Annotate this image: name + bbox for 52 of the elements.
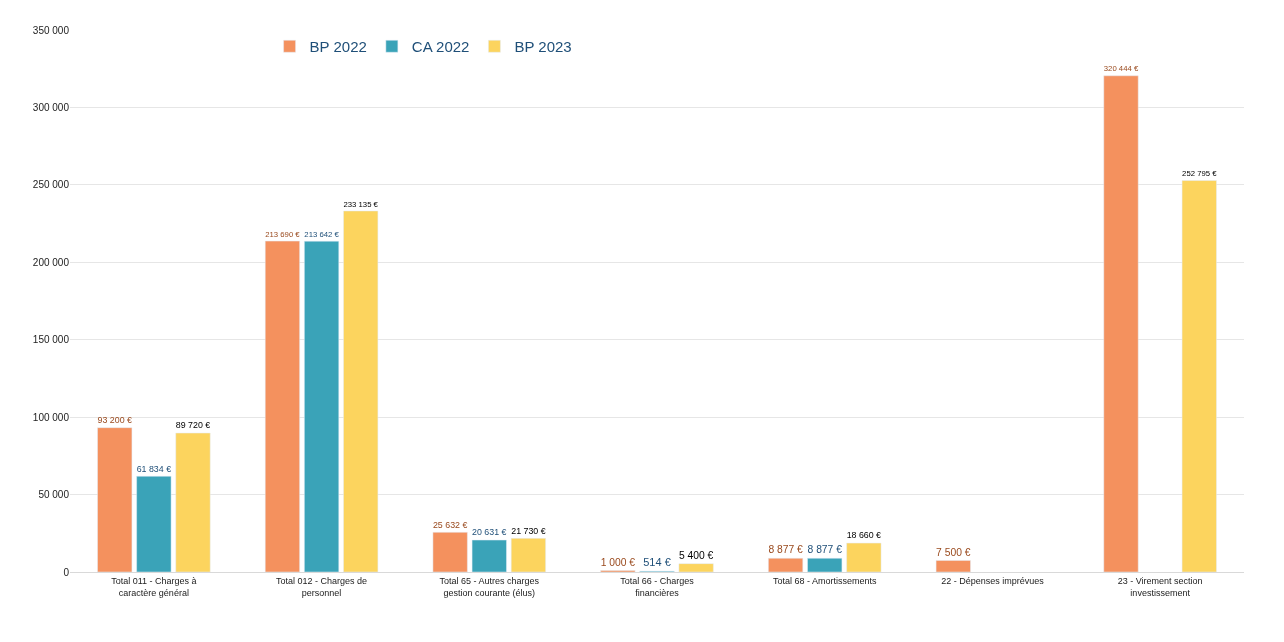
data-label: 8 877 € xyxy=(807,544,843,556)
data-label: 7 500 € xyxy=(936,546,971,558)
bar xyxy=(175,432,211,572)
data-label: 21 730 € xyxy=(511,525,546,536)
data-label: 1 000 € xyxy=(600,556,636,568)
y-tick-label: 200 000 xyxy=(32,256,70,268)
bar xyxy=(935,560,971,572)
bar xyxy=(678,563,714,572)
data-label: 514 € xyxy=(643,556,671,569)
data-label: 252 795 € xyxy=(1182,169,1218,179)
bar xyxy=(807,558,843,572)
bar xyxy=(343,210,379,572)
data-label: 213 690 € xyxy=(265,229,301,239)
data-label: 5 400 € xyxy=(678,549,714,561)
bar xyxy=(264,240,300,572)
data-label: 89 720 € xyxy=(175,420,211,431)
y-tick-label: 150 000 xyxy=(32,334,70,346)
legend-label: BP 2023 xyxy=(514,38,572,56)
bar xyxy=(136,476,172,572)
y-tick-label: 300 000 xyxy=(32,101,70,113)
bar xyxy=(97,427,133,572)
data-label: 93 200 € xyxy=(97,415,132,426)
y-tick-label: 250 000 xyxy=(32,179,70,191)
bar xyxy=(846,542,882,572)
data-label: 233 135 € xyxy=(343,199,379,209)
x-tick-label: Total 65 - Autres charges gestion courante (élus) xyxy=(439,575,540,598)
x-tick-label: Total 66 - Charges financières xyxy=(620,575,695,598)
x-tick-label: Total 011 - Charges à caractère général xyxy=(111,575,197,598)
y-tick-label: 100 000 xyxy=(32,411,70,423)
bar xyxy=(510,538,546,572)
data-label: 61 834 € xyxy=(136,463,172,474)
x-tick-label: 22 - Dépenses imprévues xyxy=(941,575,1045,586)
data-label: 25 632 € xyxy=(432,519,468,530)
data-label: 18 660 € xyxy=(846,530,882,541)
bar xyxy=(768,558,804,572)
x-tick-label: 23 - Virement section investissement xyxy=(1117,575,1203,598)
y-tick-label: 350 000 xyxy=(32,24,70,36)
data-label: 20 631 € xyxy=(472,527,507,538)
y-tick-label: 0 xyxy=(63,566,70,578)
bar xyxy=(304,240,340,572)
y-tick-label: 50 000 xyxy=(38,489,70,501)
data-label: 8 877 € xyxy=(768,544,804,556)
data-label: 213 642 € xyxy=(304,229,340,239)
bar xyxy=(432,532,468,572)
x-tick-label: Total 68 - Amortissements xyxy=(772,575,877,586)
bar xyxy=(1181,180,1217,572)
data-label: 320 444 € xyxy=(1103,64,1139,74)
bar xyxy=(471,539,507,572)
x-tick-label: Total 012 - Charges de personnel xyxy=(276,575,368,598)
bar xyxy=(1103,75,1139,572)
legend-label: BP 2022 xyxy=(309,38,367,56)
legend-label: CA 2022 xyxy=(411,38,470,56)
